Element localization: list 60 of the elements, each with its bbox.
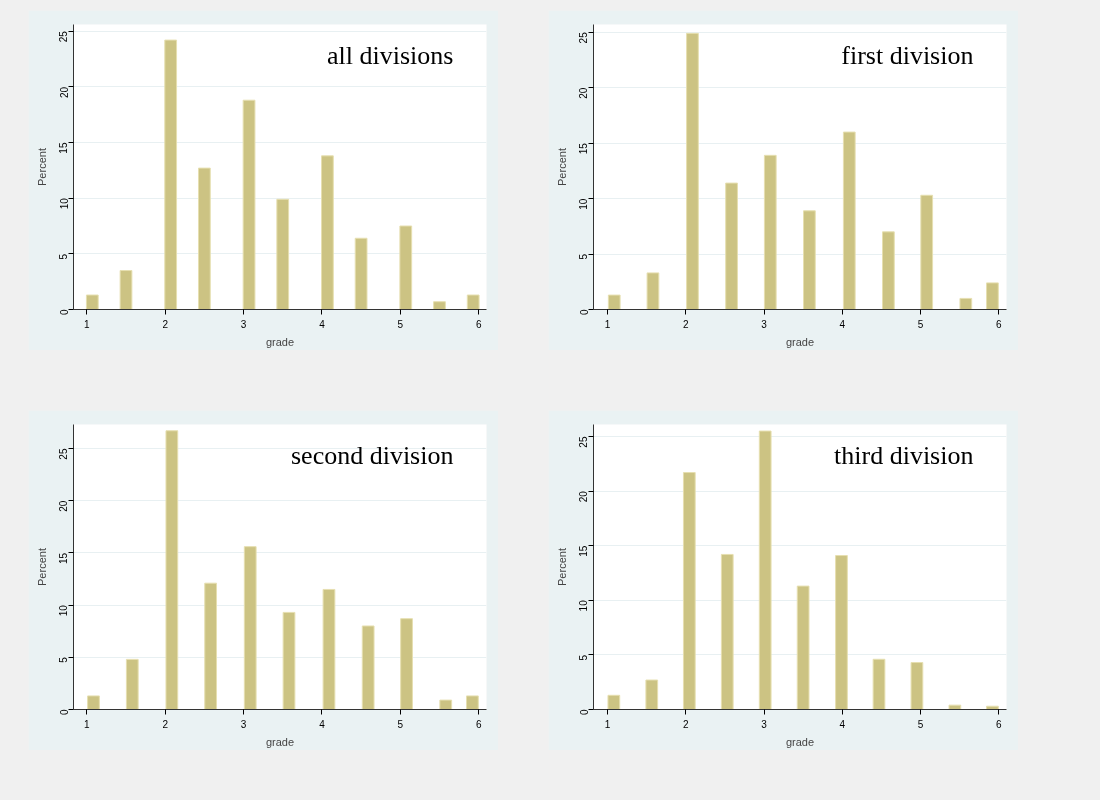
y-axis-title: Percent bbox=[35, 148, 48, 186]
y-tick-label: 20 bbox=[578, 490, 590, 503]
y-tick-label: 25 bbox=[58, 448, 70, 460]
annotation: all divisions bbox=[327, 41, 454, 71]
x-tick-label: 6 bbox=[995, 718, 1002, 730]
x-tick-label: 2 bbox=[162, 318, 169, 330]
x-tick-label: 1 bbox=[604, 318, 611, 330]
y-tick-label: 20 bbox=[58, 86, 70, 98]
y-tick-label: 5 bbox=[58, 656, 70, 663]
y-tick-label: 0 bbox=[578, 709, 590, 716]
x-tick-label: 5 bbox=[397, 318, 404, 330]
y-tick-label: 15 bbox=[578, 545, 590, 557]
x-tick-label: 1 bbox=[604, 718, 611, 730]
x-tick-label: 5 bbox=[917, 318, 924, 330]
y-axis-title: Percent bbox=[555, 548, 568, 586]
x-tick-label: 6 bbox=[475, 718, 482, 730]
y-tick-label: 10 bbox=[58, 604, 70, 617]
y-tick-label: 20 bbox=[58, 500, 70, 512]
y-tick-label: 5 bbox=[578, 654, 590, 661]
x-tick-label: 4 bbox=[319, 318, 326, 330]
x-axis-title: grade bbox=[265, 335, 295, 348]
x-tick-label: 2 bbox=[683, 718, 690, 730]
x-axis-title: grade bbox=[785, 735, 815, 748]
y-axis-title: Percent bbox=[35, 548, 48, 586]
x-tick-label: 6 bbox=[995, 318, 1002, 330]
x-tick-label: 5 bbox=[397, 718, 404, 730]
y-tick-label: 0 bbox=[58, 709, 70, 716]
annotation: second division bbox=[290, 441, 454, 471]
x-axis-title: grade bbox=[785, 335, 815, 348]
x-tick-label: 3 bbox=[240, 318, 247, 330]
x-tick-label: 4 bbox=[319, 718, 326, 730]
x-tick-label: 2 bbox=[683, 318, 690, 330]
y-tick-label: 20 bbox=[578, 87, 590, 99]
x-tick-label: 4 bbox=[839, 718, 846, 730]
y-tick-label: 15 bbox=[58, 142, 70, 154]
y-tick-label: 25 bbox=[578, 436, 590, 448]
x-tick-label: 2 bbox=[162, 718, 169, 730]
x-tick-label: 6 bbox=[475, 318, 482, 330]
y-tick-label: 10 bbox=[58, 197, 70, 210]
annotation: third division bbox=[834, 441, 974, 471]
y-axis-title: Percent bbox=[555, 148, 568, 186]
x-tick-label: 4 bbox=[839, 318, 846, 330]
y-tick-label: 0 bbox=[58, 309, 70, 316]
x-tick-label: 3 bbox=[240, 718, 247, 730]
y-tick-label: 0 bbox=[578, 309, 590, 316]
x-tick-label: 3 bbox=[761, 318, 768, 330]
y-tick-label: 10 bbox=[578, 198, 590, 210]
x-tick-label: 1 bbox=[84, 318, 91, 330]
x-tick-label: 5 bbox=[917, 718, 924, 730]
y-tick-label: 25 bbox=[578, 31, 590, 44]
y-tick-label: 15 bbox=[578, 142, 590, 155]
y-tick-label: 5 bbox=[578, 253, 590, 260]
y-tick-label: 15 bbox=[58, 552, 70, 565]
y-tick-label: 25 bbox=[58, 30, 70, 43]
x-tick-label: 1 bbox=[84, 718, 91, 730]
y-tick-label: 5 bbox=[58, 253, 70, 260]
x-axis-title: grade bbox=[265, 735, 295, 748]
y-tick-label: 10 bbox=[578, 599, 590, 612]
annotation: first division bbox=[841, 41, 974, 71]
x-tick-label: 3 bbox=[761, 718, 768, 730]
